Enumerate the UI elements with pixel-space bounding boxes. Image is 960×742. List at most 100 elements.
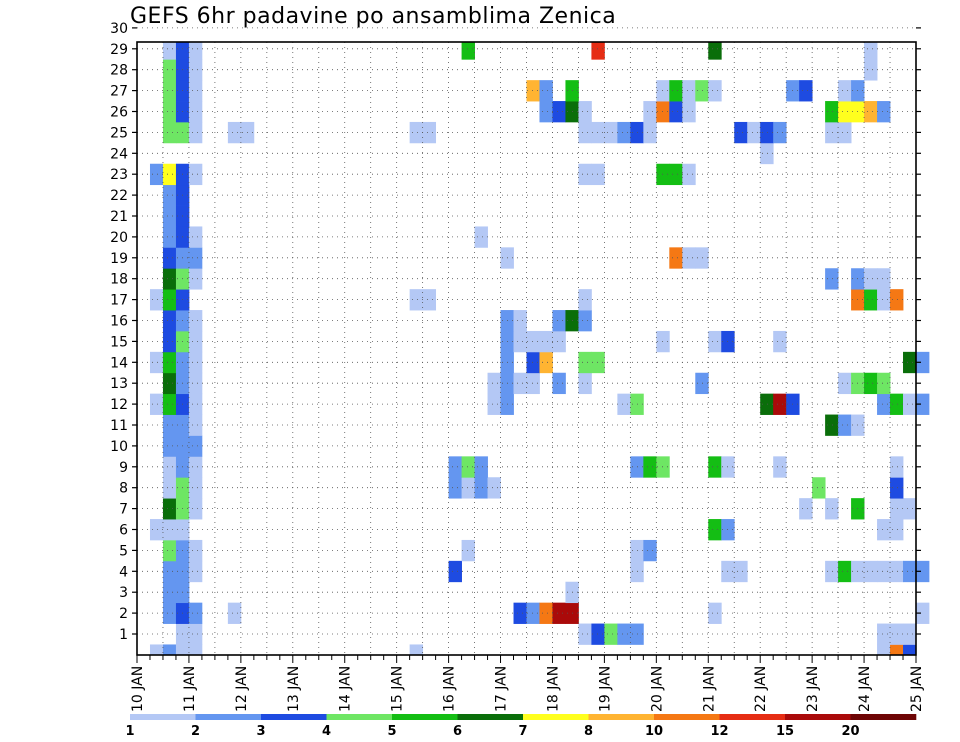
- heatmap-cell: [838, 560, 852, 583]
- heatmap-cell: [760, 142, 774, 165]
- heatmap-cell: [539, 602, 553, 624]
- colorbar-swatch: [457, 714, 524, 720]
- y-tick-label: 7: [119, 502, 128, 518]
- heatmap-cell: [461, 477, 475, 499]
- x-tick-label: 16 JAN: [442, 666, 458, 712]
- heatmap-cell: [162, 121, 177, 144]
- x-tick-label: 20 JAN: [649, 666, 665, 712]
- heatmap-cell: [695, 80, 709, 102]
- gridlines: [137, 27, 916, 655]
- x-tick-label: 22 JAN: [753, 666, 769, 712]
- heatmap-cell: [422, 121, 437, 144]
- heatmap-cell: [526, 602, 540, 624]
- heatmap-cell: [188, 414, 203, 436]
- heatmap-cell: [474, 226, 488, 248]
- heatmap-cell: [838, 414, 852, 436]
- x-tick-label: 23 JAN: [805, 666, 821, 712]
- heatmap-cell: [188, 101, 203, 123]
- heatmap-cell: [578, 289, 592, 311]
- heatmap-cell: [526, 80, 540, 102]
- heatmap-cell: [487, 372, 501, 395]
- heatmap-cell: [162, 519, 177, 541]
- heatmap-cell: [162, 310, 177, 332]
- y-tick-label: 16: [110, 314, 128, 330]
- heatmap-cell: [708, 42, 722, 60]
- heatmap-cell: [175, 42, 190, 60]
- heatmap-cell: [864, 560, 878, 583]
- heatmap-cell: [773, 393, 787, 415]
- y-tick-label: 23: [110, 167, 128, 183]
- heatmap-cell: [903, 393, 917, 415]
- heatmap-cell: [916, 560, 930, 583]
- y-tick-label: 22: [110, 188, 128, 204]
- heatmap-cell: [578, 163, 592, 186]
- heatmap-cell: [903, 498, 917, 520]
- heatmap-cell: [188, 498, 203, 520]
- y-tick-label: 27: [110, 84, 128, 100]
- heatmap-cell: [825, 560, 839, 583]
- heatmap-cell: [734, 560, 748, 583]
- heatmap-cell: [903, 644, 917, 656]
- heatmap-cell: [838, 101, 852, 123]
- x-tick-label: 19 JAN: [597, 666, 613, 712]
- colorbar-label: 10: [645, 724, 663, 739]
- heatmap-cell: [682, 247, 696, 269]
- heatmap-cell: [877, 372, 891, 395]
- heatmap-cell: [162, 184, 177, 206]
- heatmap-cell: [760, 121, 774, 144]
- colorbar-swatch: [654, 714, 720, 720]
- heatmap-cell: [539, 101, 553, 123]
- heatmap-cell: [188, 247, 203, 269]
- heatmap-cell: [162, 456, 177, 478]
- heatmap-cell: [916, 602, 930, 624]
- heatmap-cell: [188, 351, 203, 374]
- heatmap-cell: [617, 623, 631, 645]
- y-tick-label: 30: [110, 21, 128, 37]
- y-tick-label: 19: [110, 251, 128, 267]
- heatmap-cell: [890, 560, 904, 583]
- heatmap-cell: [175, 644, 190, 656]
- heatmap-cell: [188, 163, 203, 186]
- heatmap-cell: [552, 101, 566, 123]
- heatmap-cell: [695, 247, 709, 269]
- heatmap-cell: [162, 101, 177, 123]
- y-tick-label: 15: [110, 334, 128, 350]
- x-tick-label: 12 JAN: [234, 666, 250, 712]
- heatmap-cell: [773, 330, 787, 353]
- heatmap-cell: [825, 268, 839, 290]
- heatmap-cell: [149, 289, 164, 311]
- heatmap-cell: [890, 393, 904, 415]
- colorbar-label: 8: [584, 724, 593, 739]
- heatmap-cell: [617, 393, 631, 415]
- colorbar-label: 2: [191, 724, 200, 739]
- heatmap-cell: [643, 101, 657, 123]
- y-tick-label: 20: [110, 230, 128, 246]
- colorbar-label: 12: [710, 724, 728, 739]
- heatmap-cell: [526, 351, 540, 374]
- heatmap-cell: [188, 42, 203, 60]
- heatmap-cell: [591, 42, 605, 60]
- colorbar-label: 4: [322, 724, 331, 739]
- heatmap-cell: [513, 310, 527, 332]
- heatmap-cell: [487, 393, 501, 415]
- heatmap-cell: [162, 414, 177, 436]
- heatmap-cell: [188, 435, 203, 457]
- heatmap-cell: [162, 80, 177, 102]
- colorbar-label: 7: [518, 724, 527, 739]
- y-tick-label: 17: [110, 293, 128, 309]
- heatmap-cell: [513, 372, 527, 395]
- heatmap-cell: [682, 163, 696, 186]
- heatmap-cell: [461, 539, 475, 562]
- heatmap-cell: [526, 372, 540, 395]
- heatmap-cell: [643, 539, 657, 562]
- heatmap-cell: [669, 163, 683, 186]
- heatmap-cell: [409, 644, 424, 656]
- colorbar-label: 20: [841, 724, 859, 739]
- heatmap-cell: [188, 372, 203, 395]
- x-tick-label: 24 JAN: [857, 666, 873, 712]
- heatmap-cell: [890, 289, 904, 311]
- heatmap-cell: [799, 80, 813, 102]
- heatmap-cell: [864, 372, 878, 395]
- heatmap-cell: [890, 477, 904, 499]
- heatmap-cell: [188, 330, 203, 353]
